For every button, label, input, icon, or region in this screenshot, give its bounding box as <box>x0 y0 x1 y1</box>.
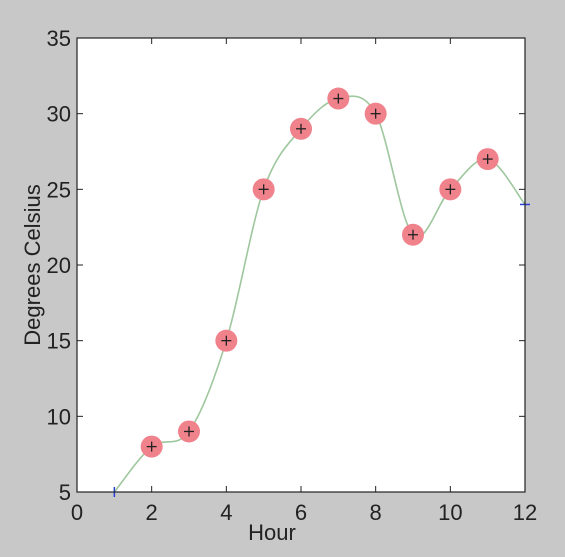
x-axis-label: Hour <box>248 520 296 545</box>
x-tick-label: 12 <box>513 500 537 525</box>
data-point <box>327 88 349 110</box>
y-tick-label: 30 <box>47 102 71 127</box>
y-axis-label: Degrees Celsius <box>20 184 45 345</box>
data-point <box>477 148 499 170</box>
x-tick-label: 8 <box>370 500 382 525</box>
y-tick-label: 25 <box>47 177 71 202</box>
y-tick-label: 15 <box>47 329 71 354</box>
y-tick-label: 35 <box>47 26 71 51</box>
data-point <box>215 330 237 352</box>
x-tick-label: 4 <box>220 500 232 525</box>
data-point <box>178 420 200 442</box>
data-point <box>141 436 163 458</box>
data-point <box>290 118 312 140</box>
data-point <box>253 178 275 200</box>
data-point <box>402 224 424 246</box>
x-tick-label: 2 <box>146 500 158 525</box>
plot-area <box>77 38 525 492</box>
x-tick-label: 0 <box>71 500 83 525</box>
x-tick-label: 6 <box>295 500 307 525</box>
x-tick-label: 10 <box>438 500 462 525</box>
data-point <box>439 178 461 200</box>
y-tick-label: 10 <box>47 404 71 429</box>
data-point <box>365 103 387 125</box>
y-tick-label: 20 <box>47 253 71 278</box>
y-tick-label: 5 <box>59 480 71 505</box>
